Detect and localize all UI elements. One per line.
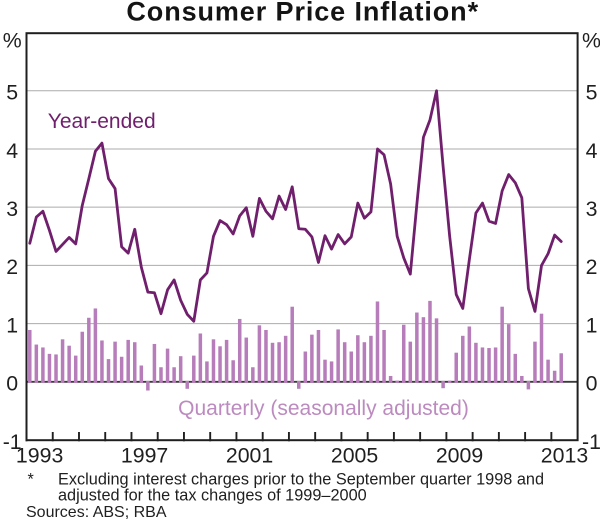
svg-text:5: 5 [6, 81, 18, 105]
svg-text:0: 0 [586, 372, 598, 396]
svg-text:2009: 2009 [436, 444, 483, 468]
svg-text:2001: 2001 [226, 444, 273, 468]
svg-text:2: 2 [586, 255, 598, 279]
svg-text:1997: 1997 [121, 444, 168, 468]
svg-text:5: 5 [586, 81, 598, 105]
svg-text:3: 3 [6, 197, 18, 221]
svg-text:2005: 2005 [331, 444, 378, 468]
svg-text:Sources: ABS; RBA: Sources: ABS; RBA [26, 504, 167, 521]
svg-text:1: 1 [586, 313, 598, 337]
svg-text:Consumer Price Inflation*: Consumer Price Inflation* [126, 0, 479, 27]
svg-text:2013: 2013 [541, 444, 588, 468]
svg-text:4: 4 [586, 139, 598, 163]
svg-text:%: % [3, 29, 22, 53]
svg-text:2: 2 [6, 255, 18, 279]
svg-text:-1: -1 [582, 430, 600, 454]
svg-text:adjusted for the tax changes o: adjusted for the tax changes of 1999–200… [58, 487, 367, 505]
svg-text:3: 3 [586, 197, 598, 221]
svg-text:*: * [28, 470, 35, 488]
svg-text:Year-ended: Year-ended [48, 110, 156, 133]
svg-text:4: 4 [6, 139, 18, 163]
svg-text:-1: -1 [3, 430, 22, 454]
svg-text:Quarterly (seasonally adjusted: Quarterly (seasonally adjusted) [178, 397, 469, 420]
svg-text:%: % [582, 29, 600, 53]
svg-text:1993: 1993 [16, 444, 63, 468]
svg-text:0: 0 [6, 372, 18, 396]
svg-text:1: 1 [6, 313, 18, 337]
svg-text:Excluding interest charges pri: Excluding interest charges prior to the … [58, 470, 544, 488]
